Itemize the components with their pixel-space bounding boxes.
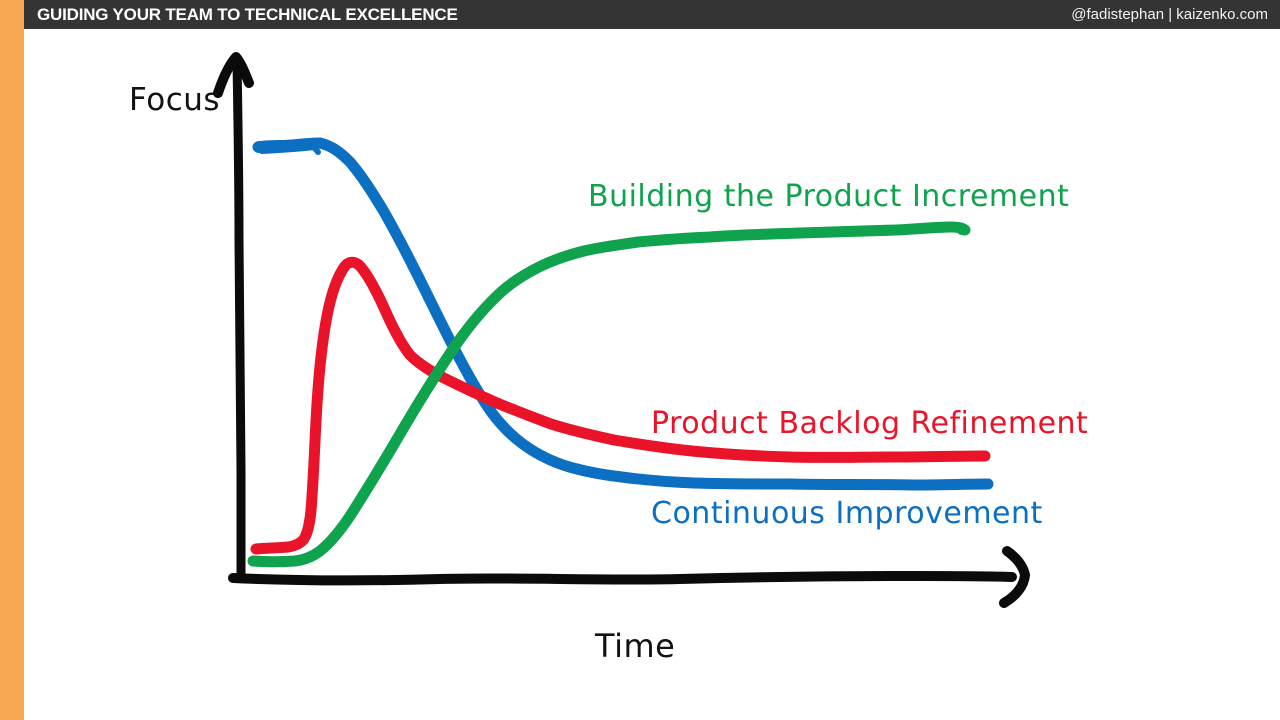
label-building-product-increment: Building the Product Increment bbox=[588, 179, 1070, 214]
label-product-backlog-refinement: Product Backlog Refinement bbox=[651, 406, 1089, 441]
credit-text: @fadistephan | kaizenko.com bbox=[1071, 6, 1268, 23]
curve-product-backlog-refinement bbox=[250, 256, 991, 555]
curve-building-product-increment-end-dot bbox=[956, 223, 968, 235]
curve-continuous-improvement-overstroke bbox=[259, 144, 321, 155]
header-bar: GUIDING YOUR TEAM TO TECHNICAL EXCELLENC… bbox=[24, 0, 1280, 29]
curve-continuous-improvement bbox=[252, 137, 994, 491]
curve-building-product-increment bbox=[247, 221, 971, 568]
y-axis-line bbox=[232, 57, 246, 582]
sketch-chart-svg bbox=[213, 52, 1030, 608]
curve-product-backlog-refinement-start-dot bbox=[251, 543, 263, 555]
curve-building-product-increment-start-dot bbox=[248, 555, 260, 567]
y-axis-arrow-icon bbox=[213, 52, 254, 98]
accent-stripe bbox=[0, 0, 24, 720]
curve-continuous-improvement-start-dot bbox=[253, 141, 265, 153]
slide-title: GUIDING YOUR TEAM TO TECHNICAL EXCELLENC… bbox=[37, 4, 458, 24]
label-continuous-improvement: Continuous Improvement bbox=[651, 496, 1043, 531]
y-axis-label: Focus bbox=[129, 82, 221, 118]
x-axis-arrow-icon bbox=[999, 546, 1030, 608]
chart-area: Focus Time Building the Product Incremen… bbox=[0, 29, 1280, 720]
x-axis-line bbox=[228, 571, 1017, 586]
x-axis-label: Time bbox=[595, 627, 676, 665]
